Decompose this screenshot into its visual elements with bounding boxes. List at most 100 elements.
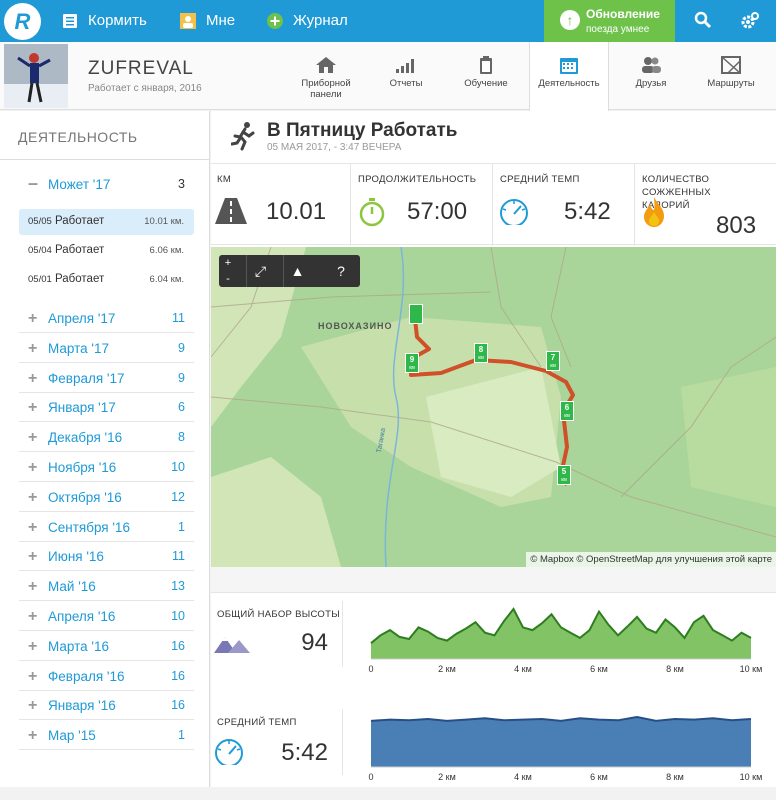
x-tick-label: 8 км: [666, 664, 684, 674]
mountains-icon: [214, 637, 250, 653]
stat-label: СРЕДНИЙ ТЕМП: [500, 174, 580, 185]
bars-icon: [396, 59, 414, 73]
avatar[interactable]: [4, 44, 68, 108]
month-item[interactable]: + Октября '16 12: [19, 484, 194, 512]
app-logo-icon[interactable]: R: [4, 3, 41, 40]
plus-icon: +: [28, 637, 38, 655]
month-item[interactable]: + Сентября '16 1: [19, 514, 194, 542]
x-tick-label: 4 км: [514, 772, 532, 782]
activity-distance: 10.01 км.: [144, 216, 184, 227]
month-open[interactable]: – Может '17 3: [19, 171, 194, 201]
chart-area: [371, 609, 751, 659]
tab-reports[interactable]: Отчеты: [366, 42, 446, 110]
route-map[interactable]: + - ⤢ ▲ ? НОВОХАЗИНО Таганка 9 км 8 км 7 км…: [211, 247, 776, 567]
divider: [342, 601, 343, 667]
tab-training[interactable]: Обучение: [446, 42, 526, 110]
upgrade-button[interactable]: ↑ Обновление поезда умнее: [544, 0, 675, 42]
month-count: 11: [172, 311, 185, 325]
activity-detail: В Пятницу Работать 05 МАЯ 2017, - 3:47 В…: [211, 111, 776, 787]
km-marker-number: 7: [550, 353, 556, 362]
month-label: Октября '16: [48, 489, 122, 505]
km-marker[interactable]: 9 км: [405, 353, 419, 373]
x-tick-label: 6 км: [590, 664, 608, 674]
km-marker[interactable]: 8 км: [474, 343, 488, 363]
nav-journal[interactable]: Журнал: [267, 0, 348, 42]
nav-me[interactable]: Мне: [180, 0, 235, 42]
activity-date: 05/05: [28, 216, 52, 227]
fullscreen-icon[interactable]: ⤢: [246, 255, 274, 287]
chart-line: [370, 607, 752, 644]
month-item[interactable]: + Февраля '16 16: [19, 663, 194, 691]
month-label: Мар '15: [48, 728, 96, 744]
month-item[interactable]: + Ноября '16 10: [19, 454, 194, 482]
stat-value: 803: [716, 212, 757, 239]
month-item[interactable]: + Января '16 16: [19, 692, 194, 721]
zoom-out-button[interactable]: -: [226, 273, 230, 285]
plus-icon: +: [28, 697, 38, 715]
zoom-in-button[interactable]: +: [224, 257, 232, 269]
month-item[interactable]: + Мар '15 1: [19, 722, 194, 751]
activity-date: 05/01: [28, 274, 52, 285]
tab-routes[interactable]: Маршруты: [691, 42, 771, 110]
plus-icon: +: [28, 727, 38, 745]
month-label: Февраля '16: [48, 668, 125, 684]
month-count: 9: [178, 340, 185, 355]
map-attribution[interactable]: © Mapbox © OpenStreetMap для улучшения э…: [526, 552, 776, 567]
plus-icon: +: [28, 459, 38, 476]
gear-icon[interactable]: [740, 11, 760, 31]
month-count: 8: [178, 430, 185, 445]
activity-item[interactable]: 05/01 Работает 6.04 км.: [19, 267, 194, 293]
profile-icon: [180, 13, 196, 29]
calendar-icon: [560, 58, 578, 74]
x-tick-label: 2 км: [438, 772, 456, 782]
month-item[interactable]: + Марта '17 9: [19, 335, 194, 363]
km-marker[interactable]: 7 км: [546, 351, 560, 371]
km-marker-unit: км: [478, 355, 484, 361]
terrain-icon[interactable]: ▲: [283, 255, 311, 287]
month-label: Апреля '17: [48, 311, 116, 326]
month-item[interactable]: + Января '17 6: [19, 394, 194, 423]
activity-item[interactable]: 05/05 Работает 10.01 км.: [19, 209, 194, 235]
stat-label: КОЛИЧЕСТВО СОЖЖЕННЫХ КАЛОРИЙ: [642, 174, 711, 211]
nav-me-label: Мне: [206, 12, 236, 29]
tab-friends[interactable]: Друзья: [611, 42, 691, 110]
km-marker[interactable]: 6 км: [560, 401, 574, 421]
month-item[interactable]: + Апреля '17 11: [19, 305, 194, 333]
search-icon[interactable]: [694, 11, 712, 29]
tab-activity[interactable]: Деятельность: [529, 42, 609, 111]
clipboard-icon: [480, 56, 492, 74]
divider: [0, 159, 210, 160]
month-item[interactable]: + Декабря '16 8: [19, 424, 194, 453]
speedometer-icon: [500, 199, 528, 225]
x-tick-label: 2 км: [438, 664, 456, 674]
km-marker[interactable]: 5 км: [557, 465, 571, 485]
plus-icon: +: [28, 548, 38, 566]
upgrade-subtitle: поезда умнее: [586, 24, 650, 35]
flame-icon: [644, 197, 664, 227]
pace-chart-row: СРЕДНИЙ ТЕМП 5:42 0 2 км 4 км 6 км 8 км 10 км: [211, 705, 776, 800]
stats-bar: КМ 10.01 ПРОДОЛЖИТЕЛЬНОСТЬ 57:00 СРЕДНИЙ…: [211, 163, 776, 246]
start-marker[interactable]: [409, 304, 423, 324]
month-item[interactable]: + Май '16 13: [19, 573, 194, 602]
activity-item[interactable]: 05/04 Работает 6.06 км.: [19, 238, 194, 264]
month-item[interactable]: + Июня '16 11: [19, 543, 194, 572]
plus-icon: +: [28, 429, 38, 447]
nav-feed[interactable]: Кормить: [62, 0, 147, 42]
stat-distance: КМ 10.01: [211, 164, 351, 246]
month-count: 3: [178, 177, 185, 191]
month-item[interactable]: + Февраля '17 9: [19, 365, 194, 393]
month-item[interactable]: + Апреля '16 10: [19, 603, 194, 631]
month-label: Марта '17: [48, 340, 110, 356]
tab-routes-label: Маршруты: [707, 78, 755, 89]
map-icon: [721, 56, 741, 74]
month-item[interactable]: + Марта '16 16: [19, 633, 194, 661]
profile-header: ZUFREVAL Работает с января, 2016 Приборн…: [0, 42, 776, 111]
month-label: Января '16: [48, 698, 116, 714]
plus-icon: +: [28, 310, 38, 327]
tab-dashboard[interactable]: Приборной панели: [286, 42, 366, 110]
help-button[interactable]: ?: [322, 255, 360, 287]
stat-value: 5:42: [564, 198, 611, 225]
stat-label: ПРОДОЛЖИТЕЛЬНОСТЬ: [358, 174, 477, 185]
activity-date-time: 05 МАЯ 2017, - 3:47 ВЕЧЕРА: [267, 142, 402, 153]
month-label: Марта '16: [48, 638, 110, 654]
